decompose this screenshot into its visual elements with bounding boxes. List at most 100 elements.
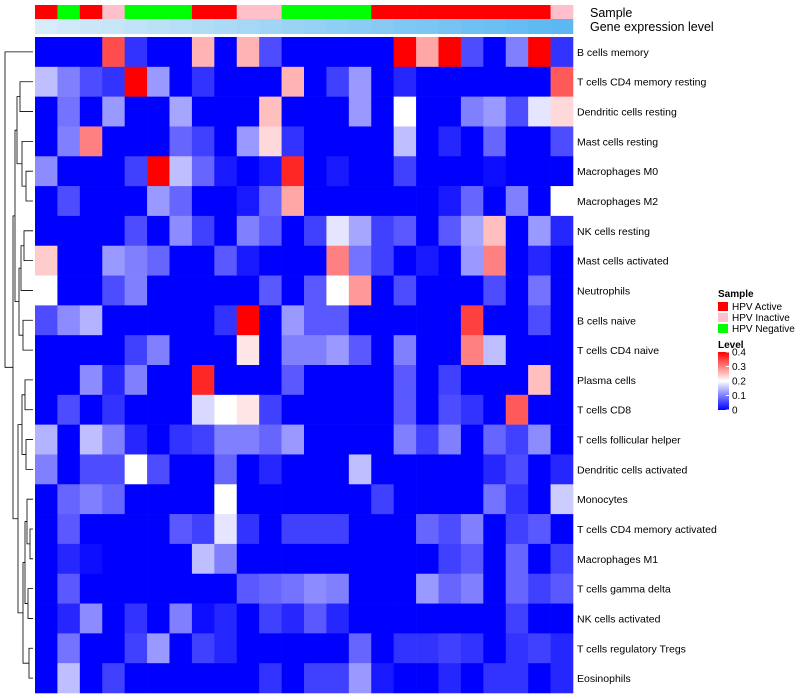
heatmap-cell [169,305,193,336]
heatmap-cell [438,186,462,217]
heatmap-cell [57,215,81,247]
heatmap-cell [304,156,327,187]
row-label: NK cells activated [577,613,661,625]
heatmap-cell [460,66,484,97]
heatmap-cell [371,156,394,187]
heatmap-cell [191,275,215,306]
heatmap-cell [35,96,58,127]
heatmap-cell [483,215,507,247]
heatmap-cell [550,186,574,217]
heatmap-cell [505,275,529,306]
row-labels: B cells memory T cells CD4 memory resting… [577,47,717,685]
heatmap-cell [371,275,394,306]
heatmap-cell [281,96,305,127]
heatmap-cell [483,335,507,366]
heatmap-cell [79,37,103,68]
row-dendrogram [4,51,33,679]
heatmap-cell [528,245,551,276]
heatmap-cell [35,156,58,187]
heatmap-cell [191,663,215,694]
heatmap-cell [550,394,574,425]
heatmap-cell [259,126,282,157]
heatmap-cell [191,484,215,515]
heatmap-cell [281,514,305,545]
heatmap-cell [79,335,103,366]
row-label: T cells CD4 memory resting [577,77,706,89]
heatmap-cell [281,394,305,425]
heatmap-cell [483,663,507,694]
heatmap-cell [483,37,507,68]
heatmap-cell [304,126,327,157]
row-label: NK cells resting [577,226,650,238]
heatmap-cell [550,156,574,187]
heatmap-cell [147,96,170,127]
heatmap-cell [460,514,484,545]
heatmap-cell [304,275,327,306]
heatmap-cell [236,365,260,396]
heatmap-cell [371,245,394,276]
heatmap-cell [304,186,327,217]
heatmap-cell [236,96,260,127]
heatmap-cell [35,484,58,515]
heatmap-cell [57,663,81,694]
heatmap-cell [147,66,170,97]
heatmap-cell [169,126,193,157]
sample-annotation-cell [214,5,238,19]
heatmap-cell [460,305,484,336]
heatmap-cell [169,663,193,694]
heatmap-cell [304,514,327,545]
dendrogram-branch [12,215,18,520]
heatmap-cell [371,365,394,396]
heatmap-cell [35,514,58,545]
heatmap-cell [191,394,215,425]
row-label: Macrophages M2 [577,196,658,208]
row-label: Plasma cells [577,375,636,387]
heatmap-cell [57,126,81,157]
level-tick-label: 0.2 [732,377,746,388]
heatmap-cell [416,215,439,247]
heatmap-cell [147,37,170,68]
heatmap-cell [102,663,125,694]
heatmap-cell [371,424,394,455]
heatmap-cell [371,394,394,425]
heatmap-cell [326,663,350,694]
heatmap-cell [147,543,170,575]
heatmap-cell [102,305,125,336]
expression-annotation-cell [169,19,193,34]
heatmap-cell [393,215,417,247]
heatmap-cell [102,394,125,425]
heatmap-cell [191,186,215,217]
heatmap-cell [191,603,215,634]
heatmap-cell [371,37,394,68]
heatmap-cell [348,66,372,97]
heatmap-cell [191,215,215,247]
row-label: T cells follicular helper [577,435,681,447]
heatmap-cell [169,394,193,425]
row-label: Mast cells activated [577,256,669,268]
heatmap-cell [528,305,551,336]
heatmap-cell [371,215,394,247]
heatmap-cell [236,156,260,187]
heatmap-cell [528,37,551,68]
heatmap-cell [281,215,305,247]
heatmap-cell [416,394,439,425]
heatmap-cell [124,335,148,366]
heatmap-cell [393,663,417,694]
heatmap-cell [348,603,372,634]
heatmap-cell [438,543,462,575]
row-label: Monocytes [577,494,628,506]
heatmap-cell [281,156,305,187]
heatmap-cell [236,126,260,157]
heatmap-cell [528,335,551,366]
heatmap-cell [438,335,462,366]
heatmap-cell [259,454,282,485]
heatmap-cell [191,514,215,545]
heatmap-cell [79,514,103,545]
sample-legend-swatch [718,313,728,322]
heatmap-cell [326,156,350,187]
heatmap-cell [214,365,238,396]
heatmap-cell [483,245,507,276]
heatmap-cell [236,663,260,694]
